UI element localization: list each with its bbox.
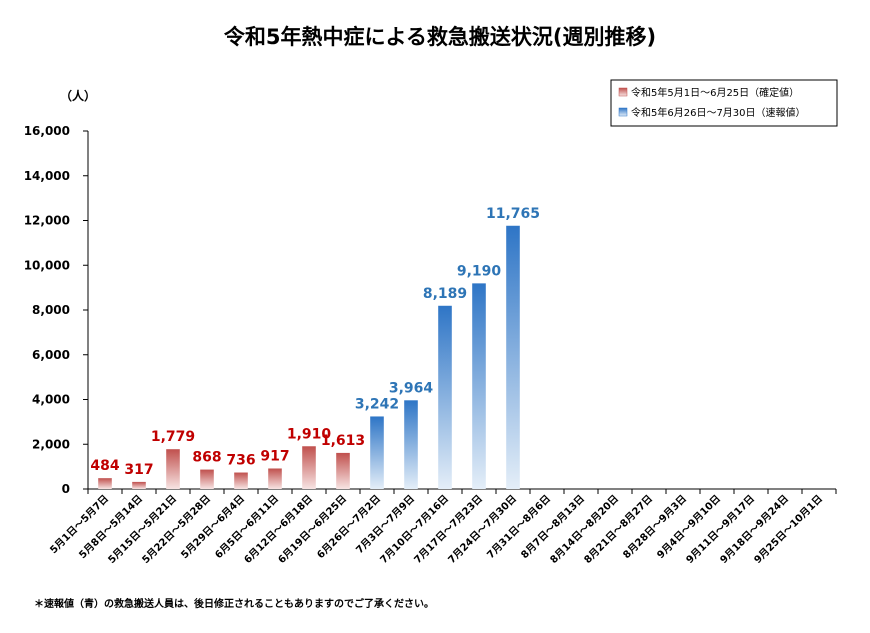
data-label: 8,189: [423, 286, 467, 302]
data-label: 9,190: [457, 263, 502, 279]
bar: [302, 446, 316, 489]
legend-label-confirmed: 令和5年5月1日～6月25日（確定値）: [631, 86, 799, 99]
y-tick-label: 12,000: [24, 214, 70, 228]
chart-title: 令和5年熱中症による救急搬送状況(週別推移): [224, 25, 656, 49]
x-tick-label: 6月5日～6月11日: [213, 493, 281, 561]
x-tick-label: 5月1日～5月7日: [48, 493, 112, 557]
bar: [506, 225, 520, 489]
x-tick-label: 5月8日～5月14日: [77, 493, 145, 561]
bar: [268, 468, 282, 489]
x-tick-label: 7月31日～8月6日: [485, 493, 553, 561]
x-tick-label: 6月26日～7月2日: [315, 493, 383, 561]
y-tick-label: 6,000: [32, 348, 70, 362]
y-tick-label: 4,000: [32, 393, 70, 407]
data-label: 736: [226, 453, 255, 469]
data-label: 3,242: [355, 396, 399, 412]
data-label: 3,964: [389, 380, 434, 396]
bar: [234, 472, 248, 489]
legend-box: [610, 79, 838, 127]
x-axis-ticks: 5月1日～5月7日5月8日～5月14日5月15日～5月21日5月22日～5月28…: [48, 489, 837, 566]
y-tick-label: 2,000: [32, 437, 70, 451]
legend-label-preliminary: 令和5年6月26日～7月30日（速報値）: [631, 106, 806, 119]
y-axis-unit: （人）: [60, 88, 96, 103]
data-label: 917: [260, 448, 289, 464]
x-tick-label: 8月28日～9月3日: [621, 493, 689, 561]
bar: [438, 305, 452, 489]
y-tick-label: 14,000: [24, 169, 70, 183]
x-tick-label: 5月29日～6月4日: [179, 493, 247, 561]
data-label: 484: [90, 458, 119, 474]
data-label: 1,613: [321, 433, 365, 449]
x-tick-label: 9月4日～9月10日: [655, 493, 723, 561]
x-tick-label: 7月3日～7月9日: [354, 493, 418, 557]
legend-swatch-confirmed: [618, 87, 628, 97]
data-label: 1,910: [287, 426, 332, 442]
legend: 令和5年5月1日～6月25日（確定値） 令和5年6月26日～7月30日（速報値）: [610, 79, 838, 127]
y-tick-label: 16,000: [24, 124, 70, 138]
data-label: 868: [192, 450, 221, 466]
y-tick-label: 0: [62, 482, 70, 496]
footnote: ＊速報値（青）の救急搬送人員は、後日修正されることもありますのでご了承ください。: [34, 597, 434, 610]
bar: [472, 283, 486, 489]
bar: [370, 416, 384, 489]
bars: [98, 225, 520, 489]
y-tick-label: 8,000: [32, 303, 70, 317]
bar: [98, 478, 112, 489]
legend-swatch-preliminary: [618, 107, 628, 117]
bar: [404, 400, 418, 489]
bar: [336, 452, 350, 489]
y-axis-ticks: 0 2,000 4,000 6,000 8,000 10,000 12,000 14,000 1…: [24, 124, 88, 496]
axes: [87, 131, 836, 490]
x-tick-label: 8月7日～8月13日: [519, 493, 587, 561]
data-label: 11,765: [486, 206, 540, 222]
data-label: 1,779: [151, 429, 195, 445]
bar: [166, 449, 180, 489]
bar: [132, 481, 146, 489]
data-label: 317: [124, 462, 153, 478]
y-tick-label: 10,000: [24, 258, 70, 272]
bar: [200, 469, 214, 489]
